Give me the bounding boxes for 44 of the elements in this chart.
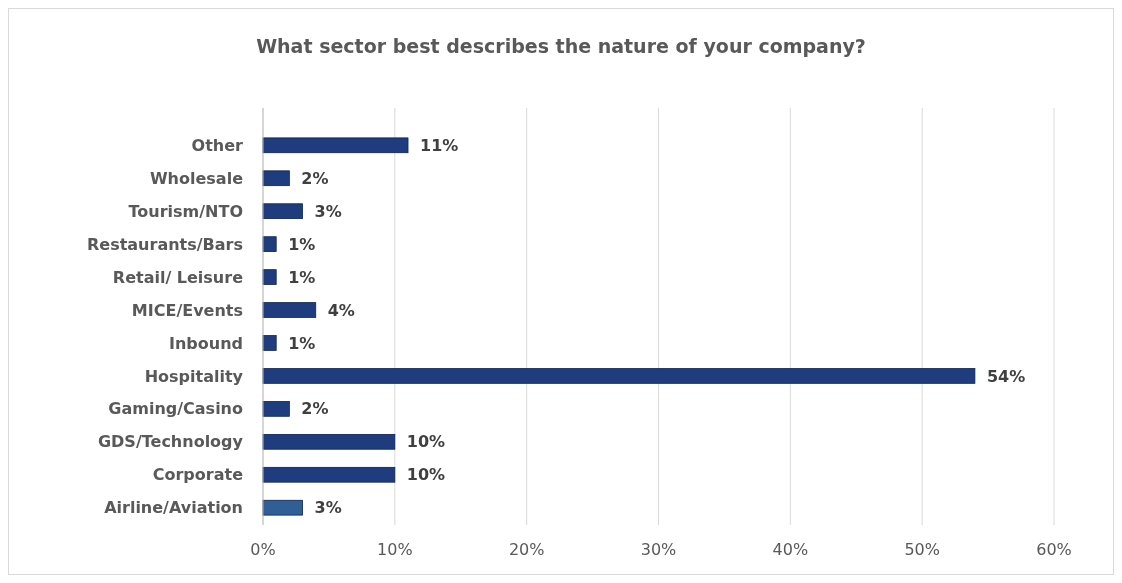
data-label: 10% xyxy=(406,465,446,485)
bar xyxy=(262,335,277,351)
bar xyxy=(262,170,290,187)
data-label: 3% xyxy=(314,201,342,221)
x-tick-label: 10% xyxy=(377,540,413,559)
chart-title: What sector best describes the nature of your company? xyxy=(256,35,866,57)
bar xyxy=(262,203,303,219)
y-tick-label: Inbound xyxy=(168,333,243,353)
data-label: 54% xyxy=(986,366,1026,386)
data-label: 11% xyxy=(420,135,459,155)
y-tick-label: Other xyxy=(191,135,244,155)
bar xyxy=(262,434,396,450)
x-tick-label: 30% xyxy=(640,540,677,559)
x-tick-label: 50% xyxy=(904,540,940,559)
bar xyxy=(262,401,290,417)
bar xyxy=(262,137,409,154)
y-tick-label: Corporate xyxy=(152,465,244,485)
x-tick-label: 60% xyxy=(1036,540,1072,559)
y-tick-label: Airline/Aviation xyxy=(104,498,243,518)
y-tick-label: Restaurants/Bars xyxy=(86,234,243,254)
y-tick-label: MICE/Events xyxy=(131,300,243,320)
x-tick-label: 0% xyxy=(250,540,276,559)
data-label: 3% xyxy=(314,498,342,518)
bar xyxy=(262,236,277,252)
bar xyxy=(262,368,976,384)
data-label: 1% xyxy=(288,234,316,254)
bar xyxy=(262,269,277,285)
data-label: 2% xyxy=(301,399,329,419)
bar xyxy=(262,499,303,516)
y-tick-label: Hospitality xyxy=(144,366,244,386)
y-tick-label: GDS/Technology xyxy=(97,432,244,452)
y-tick-label: Tourism/NTO xyxy=(128,201,243,221)
y-tick-label: Gaming/Casino xyxy=(108,399,244,419)
x-tick-label: 20% xyxy=(508,540,545,559)
data-label: 2% xyxy=(301,168,329,188)
bar xyxy=(262,302,317,318)
data-label: 1% xyxy=(288,333,316,353)
data-label: 10% xyxy=(406,432,446,452)
y-tick-label: Retail/ Leisure xyxy=(112,267,244,287)
bar xyxy=(262,466,396,483)
x-tick-label: 40% xyxy=(772,540,809,559)
data-label: 1% xyxy=(288,267,316,287)
y-tick-label: Wholesale xyxy=(149,168,244,188)
data-label: 4% xyxy=(327,300,355,320)
